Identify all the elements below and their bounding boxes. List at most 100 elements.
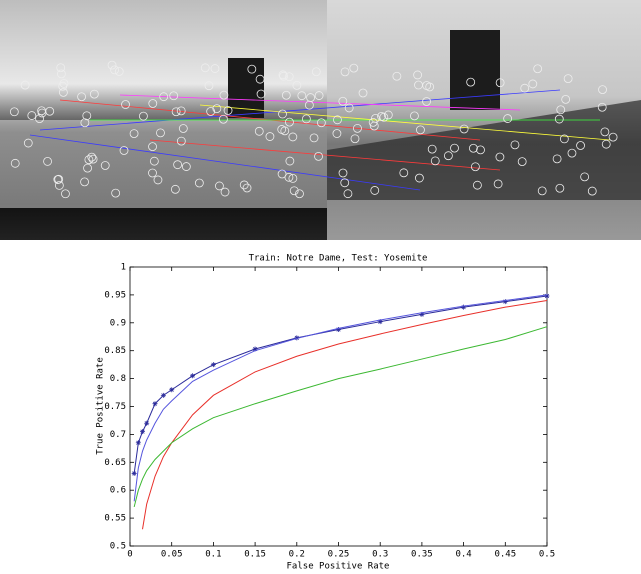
keypoint [148,142,157,152]
right-object [327,100,641,200]
series-line [133,326,548,508]
star-marker [461,304,467,310]
keypoint [178,124,188,133]
x-tick-label: 0.2 [289,550,305,560]
x-tick-label: 0.5 [539,550,555,560]
keypoint [552,154,562,164]
keypoint [470,162,480,172]
star-marker [544,293,550,299]
keypoint [242,183,252,193]
keypoint [338,168,348,178]
keypoint [295,189,304,199]
keypoint [301,114,311,124]
keypoint [399,168,409,178]
y-tick-label: 0.9 [110,318,126,328]
keypoint [215,181,224,191]
keypoint [89,89,99,99]
keypoint [176,106,186,116]
keypoint [83,163,92,173]
keypoint [537,186,547,196]
keypoint [181,162,191,171]
star-marker [190,373,196,379]
star-marker [131,470,137,476]
keypoint [255,74,265,84]
star-marker [419,311,425,317]
keypoint [353,123,362,133]
x-tick-label: 0.3 [372,550,388,560]
keypoint [54,181,64,190]
y-tick-label: 0.65 [104,458,126,468]
keypoint [369,121,379,131]
keypoint [169,91,179,101]
keypoint [567,148,577,158]
keypoint [459,124,469,134]
keypoint [587,186,597,196]
photo-pair [0,0,641,240]
keypoint [278,109,287,119]
keypoint [61,189,70,199]
keypoint [392,71,402,81]
keypoint [314,91,324,100]
keypoint [80,118,90,128]
keypoint [598,85,607,94]
x-tick-label: 0.25 [328,550,350,560]
keypoint [256,89,266,99]
keypoints [9,60,618,199]
keypoint [563,74,573,84]
keypoint [556,105,566,115]
keypoint [37,106,47,116]
keypoint [450,143,459,153]
keypoint [517,157,527,167]
y-tick-label: 0.5 [110,542,126,552]
keypoint [77,92,86,102]
keypoint [114,67,124,76]
keypoint [495,152,505,162]
keypoint [377,112,386,121]
keypoint [148,99,158,108]
keypoint [56,69,66,79]
keypoint [56,63,66,73]
star-marker [252,346,258,352]
keypoint [223,106,233,115]
keypoint [343,189,353,199]
keypoint [520,83,530,93]
keypoint [580,172,590,182]
keypoint [129,129,139,139]
keypoint [443,151,453,161]
series-line [142,299,548,530]
y-tick-label: 1 [121,263,126,273]
keypoint [239,180,249,190]
keypoint [600,127,610,137]
star-marker [160,392,166,398]
chart-title: Train: Notre Dame, Test: Yosemite [249,254,428,264]
keypoint [349,63,359,73]
keypoint [476,145,485,155]
keypoint [466,77,476,87]
keypoint [358,88,368,98]
keypoint [528,79,538,89]
keypoint [220,187,230,197]
keypoint [82,111,92,121]
plot-frame [129,266,548,547]
star-marker [336,326,341,332]
keypoint [170,184,180,194]
keypoint [493,179,503,189]
keypoint [171,107,181,117]
keypoint [173,160,183,170]
keypoint [430,156,440,166]
keypoint [153,175,163,185]
star-marker [140,429,146,435]
keypoint [111,188,121,198]
keypoint [304,100,314,110]
star-marker [144,420,150,426]
x-tick-label: 0.05 [161,550,183,560]
keypoint [218,114,228,124]
keypoint [84,155,94,165]
keypoint [297,91,307,101]
keypoint [468,143,478,153]
keypoint [206,107,216,116]
keypoint [212,104,222,114]
star-marker [502,299,508,305]
keypoint [43,157,52,166]
